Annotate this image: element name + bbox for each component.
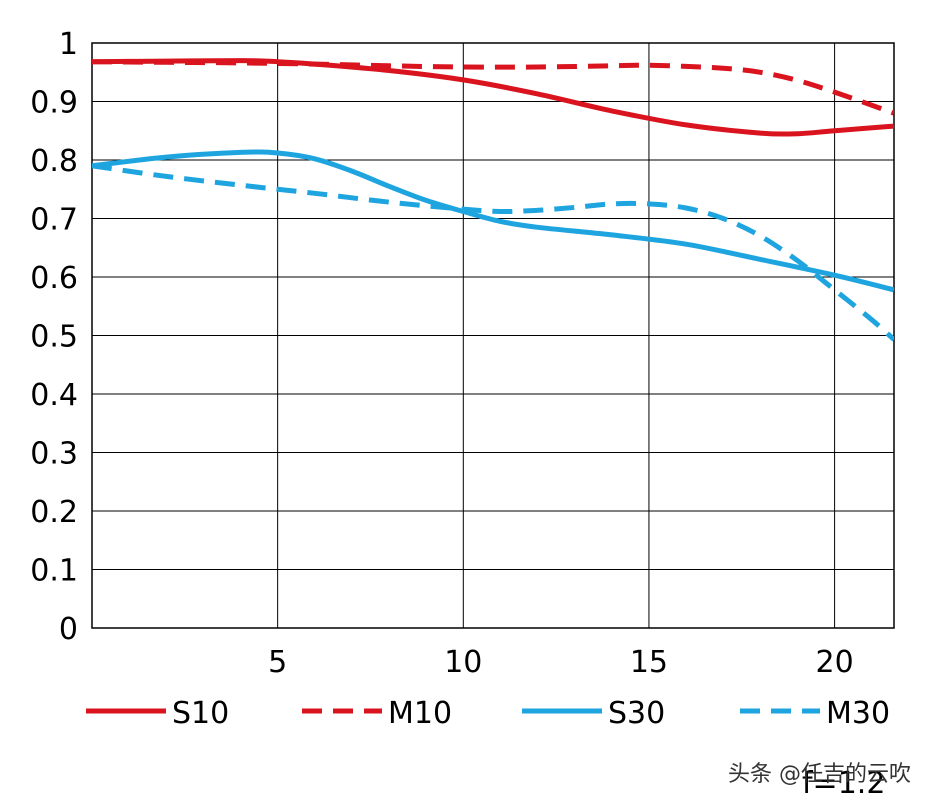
series-lines <box>92 58 894 342</box>
y-axis-tick-labels: 0 0.1 0.2 0.3 0.4 0.5 0.6 0.7 0.8 0.9 1 <box>30 27 78 647</box>
y-tick-label: 0.2 <box>30 495 78 530</box>
y-tick-label: 0 <box>59 612 78 647</box>
legend-label-s10: S10 <box>172 696 229 731</box>
series-line-m10 <box>92 59 894 116</box>
y-tick-label: 0.6 <box>30 261 78 296</box>
x-tick-label: 15 <box>630 645 668 680</box>
x-tick-label: 10 <box>444 645 482 680</box>
y-tick-label: 0.5 <box>30 320 78 355</box>
y-tick-label: 1 <box>59 27 78 62</box>
y-tick-label: 0.1 <box>30 554 78 589</box>
x-tick-label: 5 <box>268 645 287 680</box>
y-tick-label: 0.8 <box>30 144 78 179</box>
y-tick-label: 0.9 <box>30 86 78 121</box>
series-line-m30 <box>92 163 894 342</box>
grid <box>92 43 894 628</box>
watermark: 头条 @任吉的云吹 <box>728 762 911 787</box>
x-axis-tick-labels: 5 10 15 20 <box>268 645 854 680</box>
aperture-label: f=1.2 <box>802 766 885 801</box>
legend: S10 M10 S30 M30 <box>86 696 890 731</box>
x-tick-label: 20 <box>815 645 853 680</box>
y-tick-label: 0.4 <box>30 378 78 413</box>
series-line-s10 <box>92 58 894 137</box>
y-tick-label: 0.7 <box>30 203 78 238</box>
y-tick-label: 0.3 <box>30 437 78 472</box>
legend-label-m10: M10 <box>388 696 452 731</box>
legend-label-s30: S30 <box>608 696 665 731</box>
legend-label-m30: M30 <box>826 696 890 731</box>
